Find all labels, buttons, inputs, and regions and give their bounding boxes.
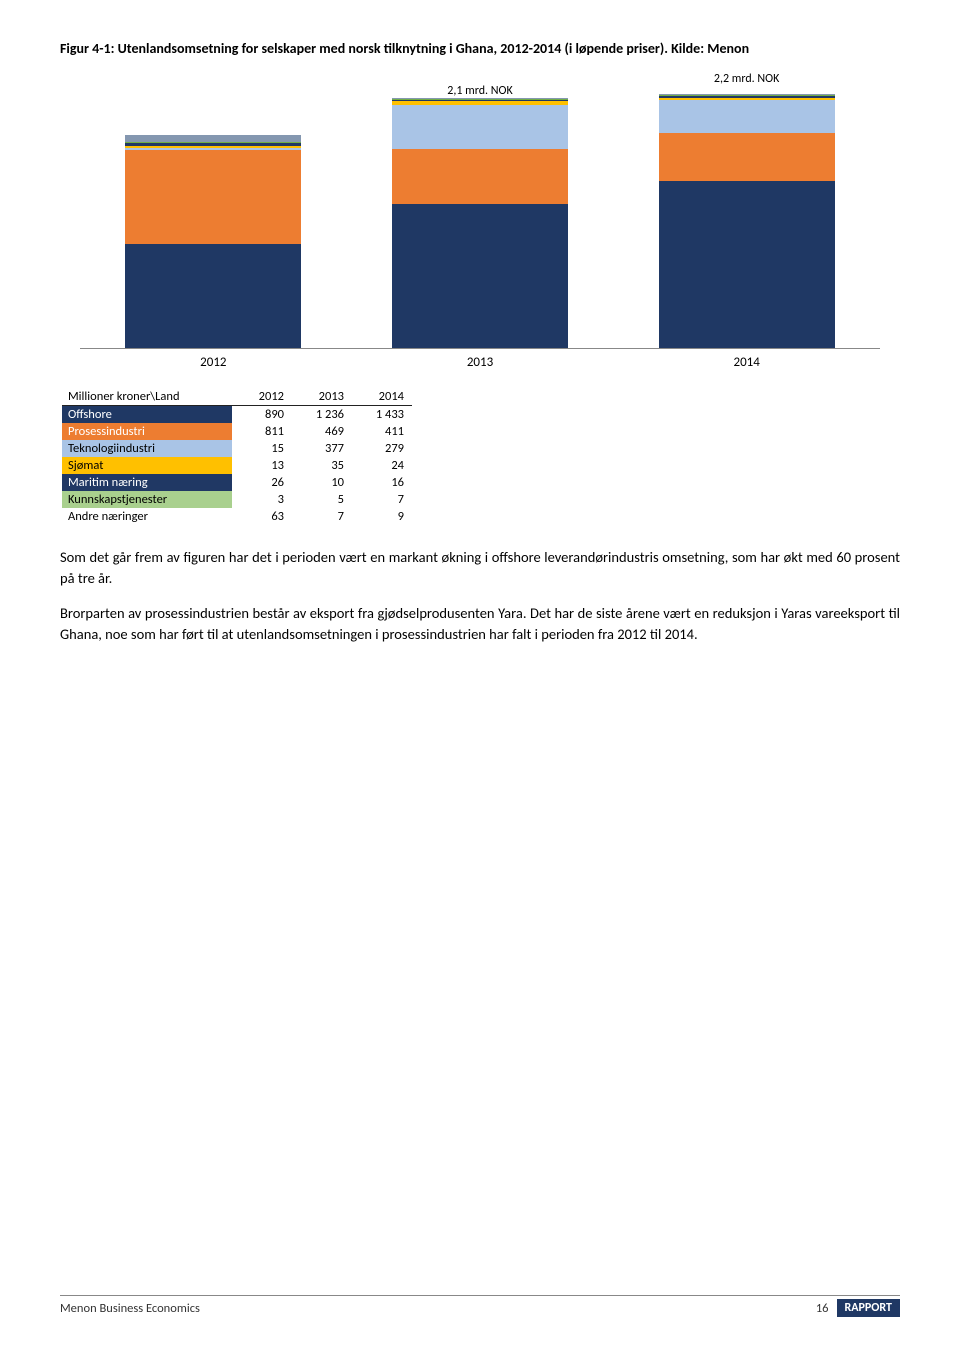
- table-cell: 15: [232, 440, 292, 457]
- table-row-label: Maritim næring: [62, 474, 232, 491]
- bar-segment: [125, 150, 301, 245]
- table-row: Sjømat133524: [62, 457, 412, 474]
- table-row-label: Teknologiindustri: [62, 440, 232, 457]
- bar-segment: [659, 133, 835, 181]
- bar-segment: [659, 100, 835, 133]
- bar: [125, 135, 301, 348]
- footer-page-number: 16: [816, 1301, 829, 1316]
- table-cell: 279: [352, 440, 412, 457]
- bar-total-label: 2,2 mrd. NOK: [714, 72, 779, 86]
- table-row: Andre næringer6379: [62, 508, 412, 525]
- bar-segment: [392, 105, 568, 149]
- stacked-bar-chart: 1,8 mrd. NOK2,1 mrd. NOK2,2 mrd. NOK: [80, 69, 880, 349]
- table-cell: 411: [352, 423, 412, 440]
- table-cell: 24: [352, 457, 412, 474]
- table-cell: 16: [352, 474, 412, 491]
- table-cell: 890: [232, 406, 292, 424]
- table-cell: 811: [232, 423, 292, 440]
- x-tick-label: 2013: [347, 355, 614, 370]
- table-cell: 7: [292, 508, 352, 525]
- table-row: Offshore8901 2361 433: [62, 406, 412, 424]
- table-cell: 5: [292, 491, 352, 508]
- body-text: Som det går frem av figuren har det i pe…: [60, 547, 900, 645]
- table-row: Kunnskapstjenester357: [62, 491, 412, 508]
- bar: [392, 98, 568, 348]
- bar-segment: [125, 135, 301, 142]
- paragraph: Som det går frem av figuren har det i pe…: [60, 547, 900, 589]
- table-row-label: Andre næringer: [62, 508, 232, 525]
- table-header-label: Millioner kroner\Land: [62, 388, 232, 406]
- table-cell: 26: [232, 474, 292, 491]
- table-header-year: 2012: [232, 388, 292, 406]
- footer-left: Menon Business Economics: [60, 1301, 808, 1316]
- figure-caption: Figur 4-1: Utenlandsomsetning for selska…: [60, 40, 900, 57]
- table-header-year: 2014: [352, 388, 412, 406]
- chart-x-axis: 201220132014: [80, 355, 880, 370]
- table-cell: 7: [352, 491, 412, 508]
- table-row: Maritim næring261016: [62, 474, 412, 491]
- bar-total-label: 2,1 mrd. NOK: [447, 84, 512, 98]
- bar: [659, 94, 835, 348]
- bar-segment: [659, 181, 835, 348]
- table-header-year: 2013: [292, 388, 352, 406]
- paragraph: Brorparten av prosessindustrien består a…: [60, 603, 900, 645]
- table-cell: 10: [292, 474, 352, 491]
- table-row-label: Offshore: [62, 406, 232, 424]
- table-cell: 1 236: [292, 406, 352, 424]
- table-cell: 9: [352, 508, 412, 525]
- bar-segment: [125, 244, 301, 348]
- table-row: Teknologiindustri15377279: [62, 440, 412, 457]
- table-cell: 1 433: [352, 406, 412, 424]
- x-tick-label: 2012: [80, 355, 347, 370]
- table-cell: 13: [232, 457, 292, 474]
- table-cell: 469: [292, 423, 352, 440]
- bar-segment: [392, 204, 568, 348]
- table-cell: 3: [232, 491, 292, 508]
- table-row: Prosessindustri811469411: [62, 423, 412, 440]
- table-row-label: Kunnskapstjenester: [62, 491, 232, 508]
- x-tick-label: 2014: [613, 355, 880, 370]
- table-row-label: Sjømat: [62, 457, 232, 474]
- bar-segment: [392, 149, 568, 204]
- table-cell: 63: [232, 508, 292, 525]
- footer-tag: RAPPORT: [837, 1299, 901, 1317]
- table-cell: 377: [292, 440, 352, 457]
- page-footer: Menon Business Economics 16 RAPPORT: [60, 1295, 900, 1317]
- table-cell: 35: [292, 457, 352, 474]
- table-row-label: Prosessindustri: [62, 423, 232, 440]
- data-table: Millioner kroner\Land201220132014Offshor…: [62, 388, 412, 525]
